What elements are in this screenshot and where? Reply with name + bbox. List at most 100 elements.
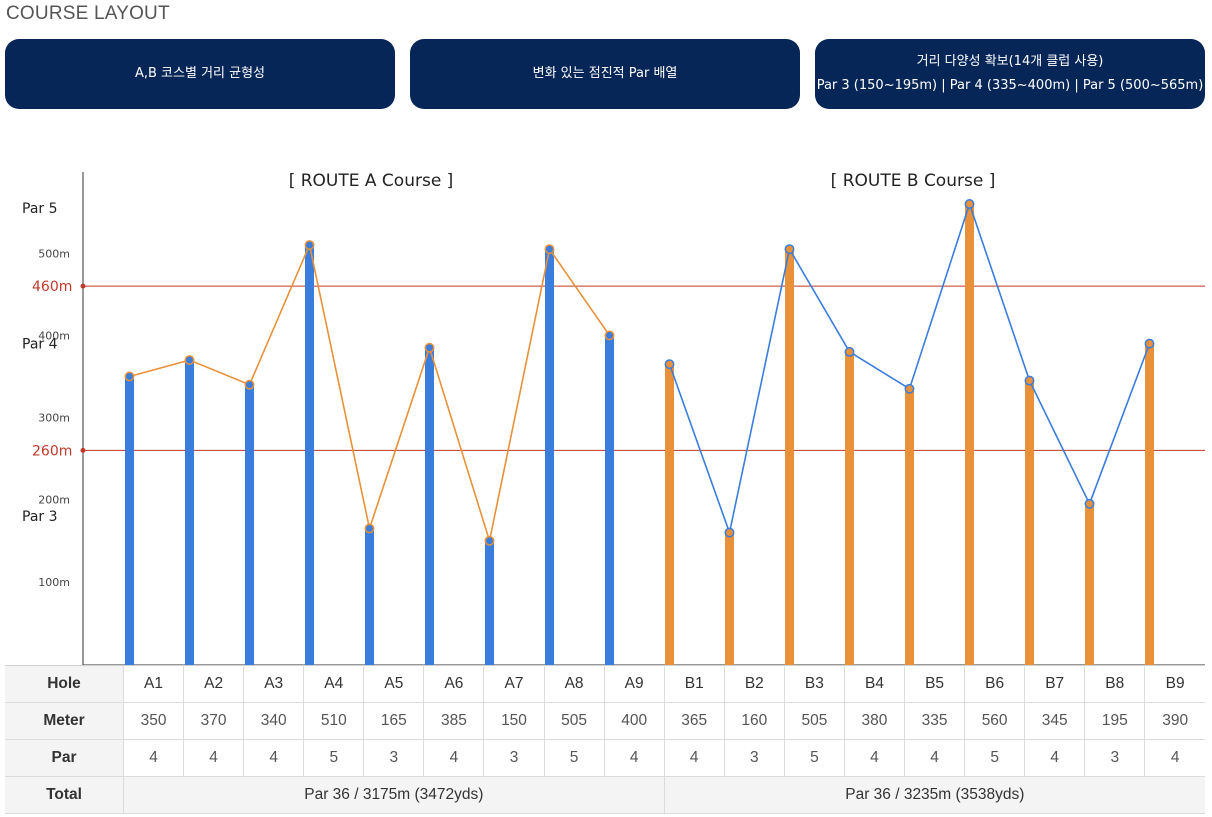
bar-b8 [1085,503,1094,665]
bar-a3 [245,384,254,665]
par-cell: 4 [1144,739,1205,777]
par-cell: 3 [483,739,545,777]
feature-card-distance-variety: 거리 다양성 확보(14개 클럽 사용) Par 3 (150~195m) | … [815,39,1205,109]
y-tick-label: 400m [38,329,70,342]
feature-card-text: A,B 코스별 거리 균형성 [134,66,266,81]
meter-cell: 560 [964,702,1026,740]
point-b6 [964,199,975,209]
total-route-b: Par 36 / 3235m (3538yds) [664,776,1205,814]
point-b4 [844,346,855,357]
row-header-meter: Meter [5,702,124,740]
hole-cell: B1 [664,665,725,703]
hole-cell: A8 [544,665,605,703]
row-header-par: Par [5,739,124,777]
point-b9 [1144,338,1155,349]
par-cell: 4 [183,739,245,777]
meter-cell: 350 [123,702,185,740]
point-a5 [364,523,375,534]
page-title: COURSE LAYOUT [6,3,170,24]
par-cell: 4 [904,739,966,777]
row-header-total: Total [5,776,124,814]
meter-cell: 510 [303,702,365,740]
hole-cell: B3 [784,665,845,703]
y-tick-label: 100m [38,576,70,589]
feature-card-subtext: Par 3 (150~195m) | Par 4 (335~400m) | Pa… [816,78,1204,93]
point-b2 [724,527,735,538]
meter-cell: 385 [423,702,485,740]
course-distance-chart: 100m 200m 300m 400m 500m Par 3 Par 4 Par 5 260m 4… [22,171,1205,666]
meter-cell: 165 [363,702,425,740]
par-cell: 4 [604,739,665,777]
point-a3 [244,379,255,390]
bar-a9 [605,335,614,665]
bar-b2 [725,532,734,665]
bar-a1 [125,376,134,665]
chart-title-route-b: [ ROUTE B Course ] [831,171,996,191]
chart-title-route-a: [ ROUTE A Course ] [289,171,454,191]
par-label: Par 4 [22,337,58,353]
scorecard-table: Hole A1 A2 A3 A4 A5 A6 A7 A8 A9 B1 B2 B3 B4 B5 B6 B7 B8 B… [5,665,1205,814]
meter-cell: 505 [784,702,845,740]
point-a8 [544,244,555,255]
meter-cell: 505 [544,702,605,740]
point-a2 [184,355,195,365]
par-cell: 4 [664,739,725,777]
point-a4 [304,240,315,250]
hole-row: Hole A1 A2 A3 A4 A5 A6 A7 A8 A9 B1 B2 B3 B4 B5 B6 B7 B8 B… [5,665,1205,703]
reference-line-label: 460m [32,279,72,295]
meter-cell: 345 [1024,702,1086,740]
total-route-a: Par 36 / 3175m (3472yds) [123,776,665,814]
meter-cell: 340 [243,702,305,740]
hole-cell: B2 [724,665,785,703]
par-cell: 4 [844,739,906,777]
reference-line-marker [80,283,86,289]
y-tick-label: 300m [38,412,70,425]
hole-cell: A4 [303,665,365,703]
meter-row: Meter 350 370 340 510 165 385 150 505 400 365 160 5… [5,702,1205,740]
point-b8 [1084,498,1095,509]
bar-b3 [785,249,794,665]
row-header-hole: Hole [5,665,124,703]
point-a9 [604,330,615,341]
series-line-route-a [129,242,611,542]
par-cell: 4 [243,739,305,777]
meter-cell: 195 [1084,702,1146,740]
par-cell: 5 [303,739,365,777]
hole-cell: B8 [1084,665,1146,703]
feature-cards: A,B 코스별 거리 균형성 변화 있는 점진적 Par 배열 거리 다양성 확… [5,39,1206,109]
hole-cell: B5 [904,665,966,703]
par-cell: 4 [1024,739,1086,777]
feature-card-text: 변화 있는 점진적 Par 배열 [532,66,678,81]
total-row: Total Par 36 / 3175m (3472yds) Par 36 / … [5,776,1205,814]
hole-cell: A1 [123,665,185,703]
bar-b1 [665,364,674,665]
bar-a8 [545,249,554,665]
point-a6 [424,342,435,353]
par-cell: 3 [724,739,785,777]
feature-card-distance-balance: A,B 코스별 거리 균형성 [5,39,395,109]
par-cell: 5 [544,739,605,777]
hole-cell: B9 [1144,665,1205,703]
point-b3 [784,244,795,255]
bar-b6 [965,203,974,665]
bar-a6 [425,347,434,665]
reference-line-marker [80,447,86,453]
bar-b9 [1145,343,1154,665]
point-b7 [1024,375,1035,386]
bar-a7 [485,540,494,665]
point-a1 [124,371,135,382]
hole-cell: A2 [183,665,245,703]
par-cell: 4 [423,739,485,777]
meter-cell: 365 [664,702,725,740]
bar-b7 [1025,380,1034,665]
feature-card-text: 거리 다양성 확보(14개 클럽 사용) [916,54,1104,69]
par-cell: 5 [784,739,845,777]
meter-cell: 400 [604,702,665,740]
bar-b4 [845,351,854,665]
meter-cell: 150 [483,702,545,740]
y-tick-label: 500m [38,247,70,260]
point-a7 [484,535,495,546]
hole-cell: B7 [1024,665,1086,703]
hole-cell: A6 [423,665,485,703]
